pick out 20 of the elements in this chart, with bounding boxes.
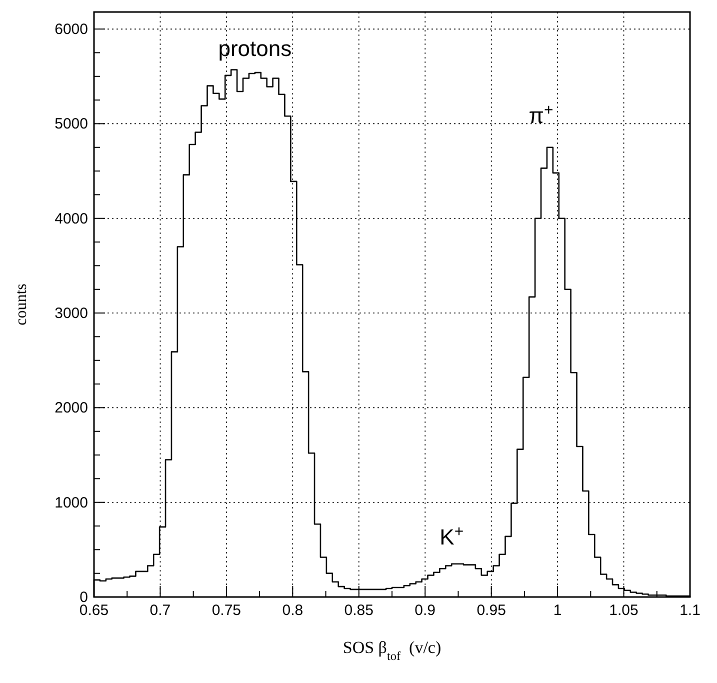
y-tick-label: 2000 bbox=[54, 400, 88, 417]
x-tick-label: 0.85 bbox=[344, 602, 374, 619]
y-axis-title: counts bbox=[13, 284, 30, 326]
y-tick-label: 5000 bbox=[54, 116, 88, 133]
annotation: π$^{+}$ bbox=[528, 102, 554, 128]
x-tick-label: 0.95 bbox=[476, 602, 506, 619]
annotation: K$^{+}$ bbox=[440, 522, 464, 550]
x-tick-label: 1.1 bbox=[680, 602, 700, 619]
x-tick-label: 0.8 bbox=[282, 602, 304, 619]
x-tick-label: 0.7 bbox=[150, 602, 171, 619]
x-tick-label: 0.9 bbox=[414, 602, 436, 619]
x-tick-label: 1 bbox=[553, 602, 562, 619]
x-tick-label: 1.05 bbox=[609, 602, 638, 619]
y-tick-label: 1000 bbox=[54, 494, 88, 512]
x-axis-title: SOS β$_{tof}$ (v/c) bbox=[342, 638, 442, 663]
y-tick-label: 6000 bbox=[54, 21, 88, 38]
x-tick-label: 0.75 bbox=[212, 602, 242, 619]
y-tick-label: 3000 bbox=[54, 305, 88, 322]
y-tick-label: 4000 bbox=[54, 210, 88, 228]
annotation: protons bbox=[218, 36, 292, 61]
